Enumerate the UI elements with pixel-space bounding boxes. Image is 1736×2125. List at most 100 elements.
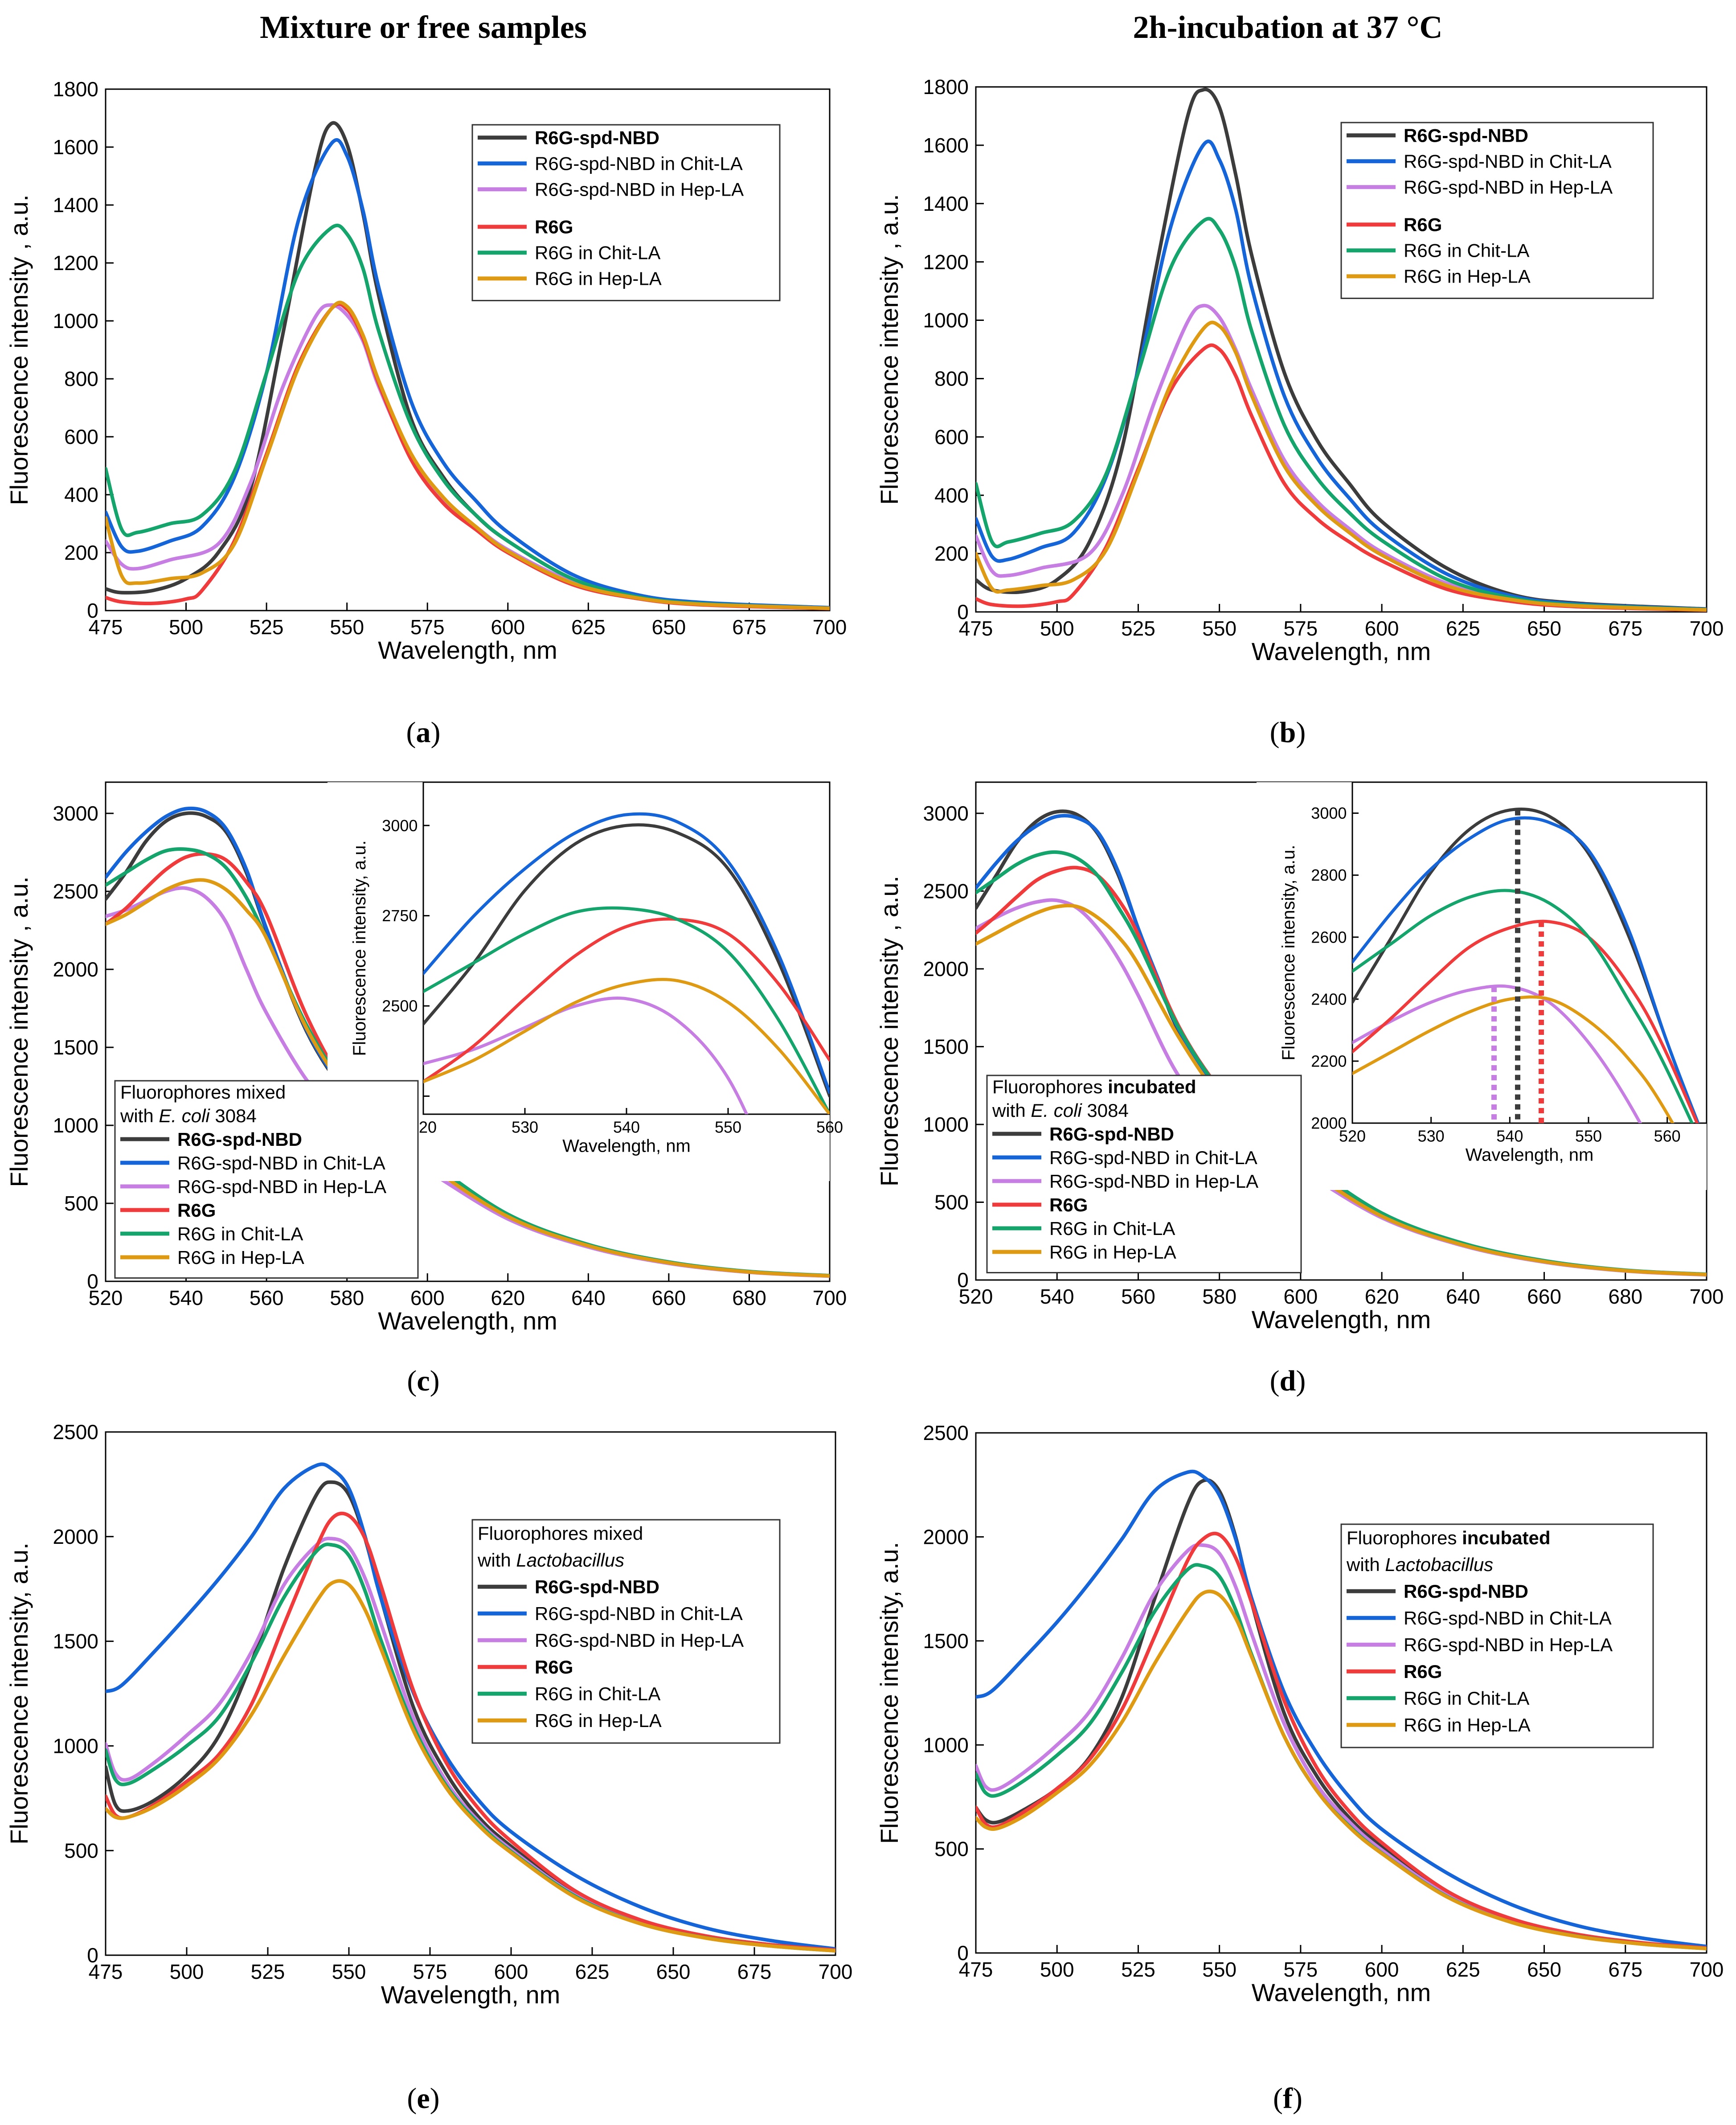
y-tick-label: 2600 [1311, 928, 1347, 946]
x-axis-label: Wavelength, nm [378, 1307, 557, 1335]
x-tick-label: 600 [491, 615, 525, 639]
x-tick-label: 700 [819, 1960, 853, 1983]
y-axis-label: Fluorescence intensity, a.u. [350, 841, 369, 1056]
legend-title-part: Fluorophores [992, 1076, 1108, 1097]
legend-box [1340, 122, 1654, 299]
x-tick-label: 625 [575, 1960, 610, 1983]
y-tick-label: 3000 [382, 816, 418, 835]
legend-item-r6g-in-chit-la: R6G in Chit-LA [1404, 240, 1529, 261]
x-tick-label: 640 [571, 1286, 606, 1309]
y-tick-label: 400 [934, 484, 969, 507]
legend-item-r6g-spd-nbd-in-chit-la: R6G-spd-NBD in Chit-LA [177, 1153, 385, 1173]
x-tick-label: 530 [512, 1118, 538, 1136]
y-tick-label: 3000 [53, 802, 98, 825]
plot-frame [422, 781, 831, 1115]
y-tick-label: 1600 [923, 134, 969, 157]
x-tick-label: 660 [652, 1286, 686, 1309]
legend-title-part: E. coli [1031, 1100, 1082, 1121]
series-line-r6g-spd-nbd-in-hep-la [1352, 984, 1642, 1123]
legend-item-r6g-spd-nbd: R6G-spd-NBD [535, 127, 659, 148]
legend-title: with Lactobacillus [477, 1550, 624, 1571]
x-tick-label: 540 [613, 1118, 640, 1136]
y-tick-label: 2500 [923, 1421, 969, 1444]
y-tick-label: 500 [934, 1191, 969, 1214]
series-line-r6g-in-hep-la [106, 300, 830, 610]
panel-label-letter: e [417, 2082, 430, 2115]
y-tick-label: 1500 [53, 1036, 98, 1059]
legend-item-r6g-spd-nbd-in-hep-la: R6G-spd-NBD in Hep-LA [535, 1630, 744, 1651]
y-tick-label: 2800 [1311, 866, 1347, 884]
x-tick-label: 680 [1608, 1285, 1642, 1308]
x-axis-label: Wavelength, nm [381, 1981, 561, 2009]
panel-label-a: (a) [406, 716, 441, 749]
series-group [423, 812, 830, 1114]
y-tick-label: 1500 [53, 1630, 98, 1653]
x-tick-label: 660 [1527, 1285, 1561, 1308]
legend-title: with E. coli 3084 [992, 1100, 1129, 1121]
panel-label-close: ) [431, 716, 441, 749]
x-tick-label: 550 [1202, 1958, 1236, 1981]
y-tick-label: 2500 [53, 880, 98, 903]
x-tick-label: 540 [169, 1286, 203, 1309]
chart-panel-a: 475 500 525 550 575 600 625 650 675 700 0 200 400 600… [5, 78, 847, 749]
panel-label-d: (d) [1270, 1365, 1306, 1397]
x-tick-label: 540 [1496, 1127, 1523, 1145]
legend-item-r6g-spd-nbd: R6G-spd-NBD [1404, 1581, 1528, 1602]
legend-item-r6g-spd-nbd-in-hep-la: R6G-spd-NBD in Hep-LA [1404, 1634, 1613, 1655]
x-tick-label: 575 [1284, 617, 1318, 640]
x-tick-label: 525 [1121, 1958, 1155, 1981]
y-tick-label: 1400 [923, 192, 969, 215]
inset-d: 520 530 540 550 560 2000 2200 2400 2600 2800 3000 W… [1257, 781, 1707, 1190]
y-tick-label: 500 [64, 1192, 98, 1215]
y-tick-label: 400 [64, 483, 98, 506]
panel-label-close: ) [430, 1365, 440, 1397]
y-tick-label: 1600 [53, 135, 98, 159]
x-tick-label: 475 [89, 615, 123, 639]
panel-label-close: ) [1293, 2082, 1302, 2115]
legend-title-part: with [477, 1550, 516, 1571]
legend-item-r6g-in-chit-la: R6G in Chit-LA [535, 1683, 660, 1704]
x-axis-label: Wavelength, nm [1252, 1978, 1431, 2006]
y-tick-label: 2500 [382, 997, 418, 1015]
legend-title-part: 3084 [210, 1105, 257, 1126]
panel-label-letter: c [417, 1365, 430, 1397]
y-tick-label: 1400 [53, 193, 98, 217]
chart-panel-c: 520 540 560 580 600 620 640 660 680 700 0 500 1000 15… [5, 781, 847, 1397]
panel-label-open: ( [1273, 2082, 1283, 2115]
legend-box [471, 124, 781, 301]
legend-item-r6g: R6G [1404, 214, 1442, 235]
series-line-r6g-spd-nbd-in-chit-la [423, 812, 830, 1094]
panel-label-close: ) [430, 2082, 440, 2115]
legend-item-r6g-in-hep-la: R6G in Hep-LA [1404, 1715, 1531, 1735]
y-tick-label: 0 [87, 1944, 98, 1967]
x-tick-label: 600 [494, 1960, 528, 1983]
x-tick-label: 700 [813, 1286, 847, 1309]
x-tick-label: 625 [571, 615, 606, 639]
legend-item-r6g-in-hep-la: R6G in Hep-LA [535, 268, 662, 289]
panel-label-close: ) [1296, 716, 1306, 749]
x-tick-label: 600 [1365, 1958, 1399, 1981]
legend-box [1340, 1523, 1654, 1748]
x-tick-label: 525 [251, 1960, 285, 1983]
x-tick-label: 640 [1446, 1285, 1480, 1308]
legend-box [986, 1075, 1302, 1274]
legend-title-part: Lactobacillus [516, 1550, 624, 1571]
legend-title: with Lactobacillus [1346, 1554, 1493, 1575]
legend-title-part: Fluorophores [1347, 1527, 1462, 1548]
legend-item-r6g: R6G [535, 1657, 573, 1678]
x-tick-label: 700 [1690, 1285, 1724, 1308]
legend-item-r6g-spd-nbd-in-hep-la: R6G-spd-NBD in Hep-LA [177, 1176, 386, 1197]
x-tick-label: 620 [491, 1286, 525, 1309]
y-axis-label: Fluorescence intensity, a.u. [1279, 845, 1298, 1061]
panel-label-open: ( [1270, 1365, 1280, 1397]
y-tick-label: 1000 [923, 1113, 969, 1136]
x-tick-label: 650 [652, 615, 686, 639]
series-line-r6g-in-hep-la [106, 1579, 835, 1953]
series-line-r6g-spd-nbd-in-hep-la [423, 996, 749, 1114]
x-tick-label: 580 [330, 1286, 364, 1309]
y-tick-label: 0 [87, 599, 98, 622]
x-tick-label: 650 [1527, 617, 1561, 640]
y-tick-label: 1000 [53, 309, 98, 332]
y-tick-label: 1800 [923, 75, 969, 98]
